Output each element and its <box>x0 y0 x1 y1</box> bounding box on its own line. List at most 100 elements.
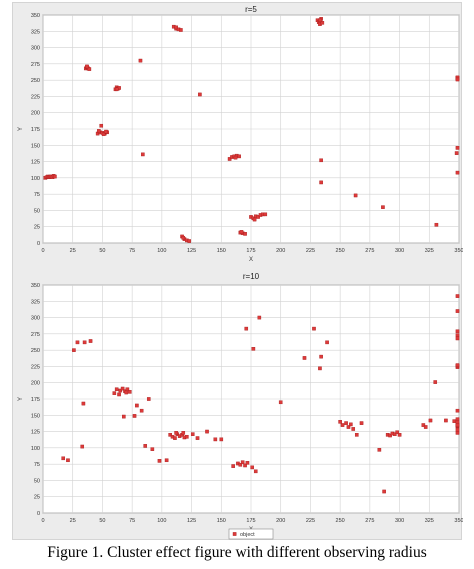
chart1-data-point <box>85 64 89 69</box>
chart1-data-point <box>53 174 57 179</box>
chart2-data-point <box>338 420 342 424</box>
chart2-data-point <box>455 309 460 313</box>
chart2-data-point <box>423 425 428 429</box>
chart2-data-point <box>455 336 460 341</box>
chart1-data-point <box>97 129 101 133</box>
chart2-data-point <box>245 461 250 465</box>
chart1-y-tick-label: 250 <box>31 78 40 84</box>
chart2-data-point <box>278 400 283 405</box>
chart1-data-point <box>455 170 460 175</box>
chart2-x-tick-label: 125 <box>187 518 196 524</box>
chart2-data-point <box>174 431 178 435</box>
chart2-data-point <box>112 391 117 395</box>
chart1-data-point <box>174 25 178 30</box>
chart1-data-point <box>319 158 323 163</box>
chart1-y-tick-label: 225 <box>31 94 40 100</box>
chart2-y-tick-label: 25 <box>34 495 40 501</box>
chart2-x-tick-label: 0 <box>41 518 44 524</box>
chart1-y-tick-label: 200 <box>31 111 40 117</box>
figure-frame: 0 25 50 75 100 125 150 175 200 225 250 275 300 325 350… <box>12 2 464 540</box>
chart2-x-tick-label: 25 <box>70 518 76 524</box>
chart2-data-point <box>168 433 172 437</box>
chart2-data-point <box>88 339 93 343</box>
chart2-data-point <box>253 469 258 474</box>
chart2-data-point <box>302 356 307 360</box>
chart1-y-tick-label: 150 <box>31 143 40 149</box>
chart2-data-point <box>75 340 80 345</box>
chart2-data-point <box>377 448 382 452</box>
chart1-data-point <box>239 230 244 234</box>
chart2-data-point <box>397 433 402 437</box>
chart2-y-tick-label: 0 <box>37 511 40 517</box>
chart1-data-point <box>320 21 325 25</box>
chart1-y-tick-label: 75 <box>34 192 40 198</box>
chart2-data-point <box>120 386 125 391</box>
chart2-y-tick-label: 250 <box>31 348 40 354</box>
chart1-y-axis-label: Y <box>18 127 24 131</box>
chart1-data-point <box>87 67 92 71</box>
chart2-data-point <box>122 414 126 419</box>
chart2-data-point <box>346 425 351 429</box>
chart2-data-point <box>344 421 348 425</box>
chart1-x-tick-label: 75 <box>129 248 135 254</box>
chart1-y-tick-label: 50 <box>34 208 40 214</box>
chart1-x-tick-label: 175 <box>246 248 255 254</box>
chart1-data-point <box>179 28 183 32</box>
chart2-data-point <box>61 456 66 461</box>
chart2-data-point <box>82 340 87 345</box>
chart2-data-point <box>257 315 262 320</box>
chart2-y-tick-label: 200 <box>31 381 40 387</box>
chart2-data-point <box>455 431 460 435</box>
chart1-data-point <box>141 152 145 157</box>
chart2-data-point <box>238 462 243 467</box>
chart2-y-tick-label: 275 <box>31 332 40 338</box>
chart2-y-tick-label: 150 <box>31 413 40 419</box>
chart1-data-point <box>455 146 460 150</box>
chart2-data-point <box>455 423 460 427</box>
chart1-data-point <box>252 217 257 222</box>
chart2-x-tick-label: 300 <box>395 518 404 524</box>
chart1-data-point <box>381 205 385 209</box>
chart1-x-tick-label: 275 <box>365 248 374 254</box>
chart2-data-point <box>312 326 316 331</box>
chart2-data-point <box>181 431 186 435</box>
chart1-y-tick-label: 350 <box>31 13 40 19</box>
chart2-y-tick-label: 100 <box>31 446 40 452</box>
chart2-data-point <box>72 348 76 352</box>
chart1-y-tick-label: 300 <box>31 46 40 52</box>
chart1-y-tick-label: 125 <box>31 160 40 166</box>
chart2-data-point <box>231 464 235 468</box>
chart1-data-point <box>243 232 247 236</box>
chart1-data-point <box>434 222 439 227</box>
chart2-data-point <box>127 390 132 394</box>
chart2-data-point <box>213 437 218 442</box>
chart2-x-tick-label: 50 <box>99 518 105 524</box>
chart2-data-point <box>433 380 438 384</box>
chart1-y-tick-label: 275 <box>31 62 40 68</box>
chart2-data-point <box>244 326 249 331</box>
chart2-x-tick-label: 100 <box>157 518 166 524</box>
scatter-figure: 0 25 50 75 100 125 150 175 200 225 250 275 300 325 350… <box>18 5 464 540</box>
chart2-x-tick-label: 250 <box>336 518 345 524</box>
chart2-x-tick-label: 275 <box>365 518 374 524</box>
chart2-title: r=10 <box>243 272 260 281</box>
chart1-data-point <box>138 58 143 63</box>
chart1-data-point <box>101 132 106 137</box>
chart2-data-point <box>143 444 148 448</box>
chart2-y-tick-label: 325 <box>31 299 40 305</box>
chart1-x-tick-label: 325 <box>425 248 434 254</box>
chart1-title: r=5 <box>245 5 257 14</box>
chart2-data-point <box>395 430 399 435</box>
chart1-y-tick-label: 325 <box>31 29 40 35</box>
chart2-data-point <box>388 433 392 438</box>
chart1-data-point <box>99 123 104 128</box>
chart2-data-point <box>66 458 70 463</box>
chart2-data-point <box>354 433 359 437</box>
chart2-data-point <box>444 418 448 423</box>
chart1-data-point <box>233 155 238 160</box>
chart2-y-tick-label: 300 <box>31 316 40 322</box>
chart1-x-tick-label: 100 <box>157 248 166 254</box>
chart2-x-tick-label: 75 <box>129 518 135 524</box>
chart2-data-point <box>190 432 195 436</box>
chart2-y-axis-label: Y <box>18 397 24 401</box>
